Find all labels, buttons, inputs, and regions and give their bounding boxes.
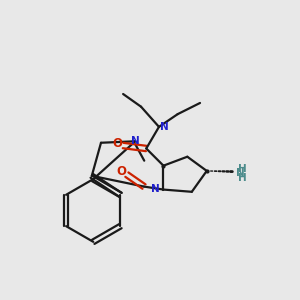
Text: O: O bbox=[112, 136, 122, 150]
Text: H: H bbox=[238, 164, 247, 174]
Text: O: O bbox=[116, 165, 126, 178]
Text: N: N bbox=[151, 184, 160, 194]
Text: H: H bbox=[238, 173, 247, 183]
Text: N: N bbox=[160, 122, 169, 132]
Text: N: N bbox=[236, 168, 245, 178]
Text: N: N bbox=[131, 136, 140, 146]
